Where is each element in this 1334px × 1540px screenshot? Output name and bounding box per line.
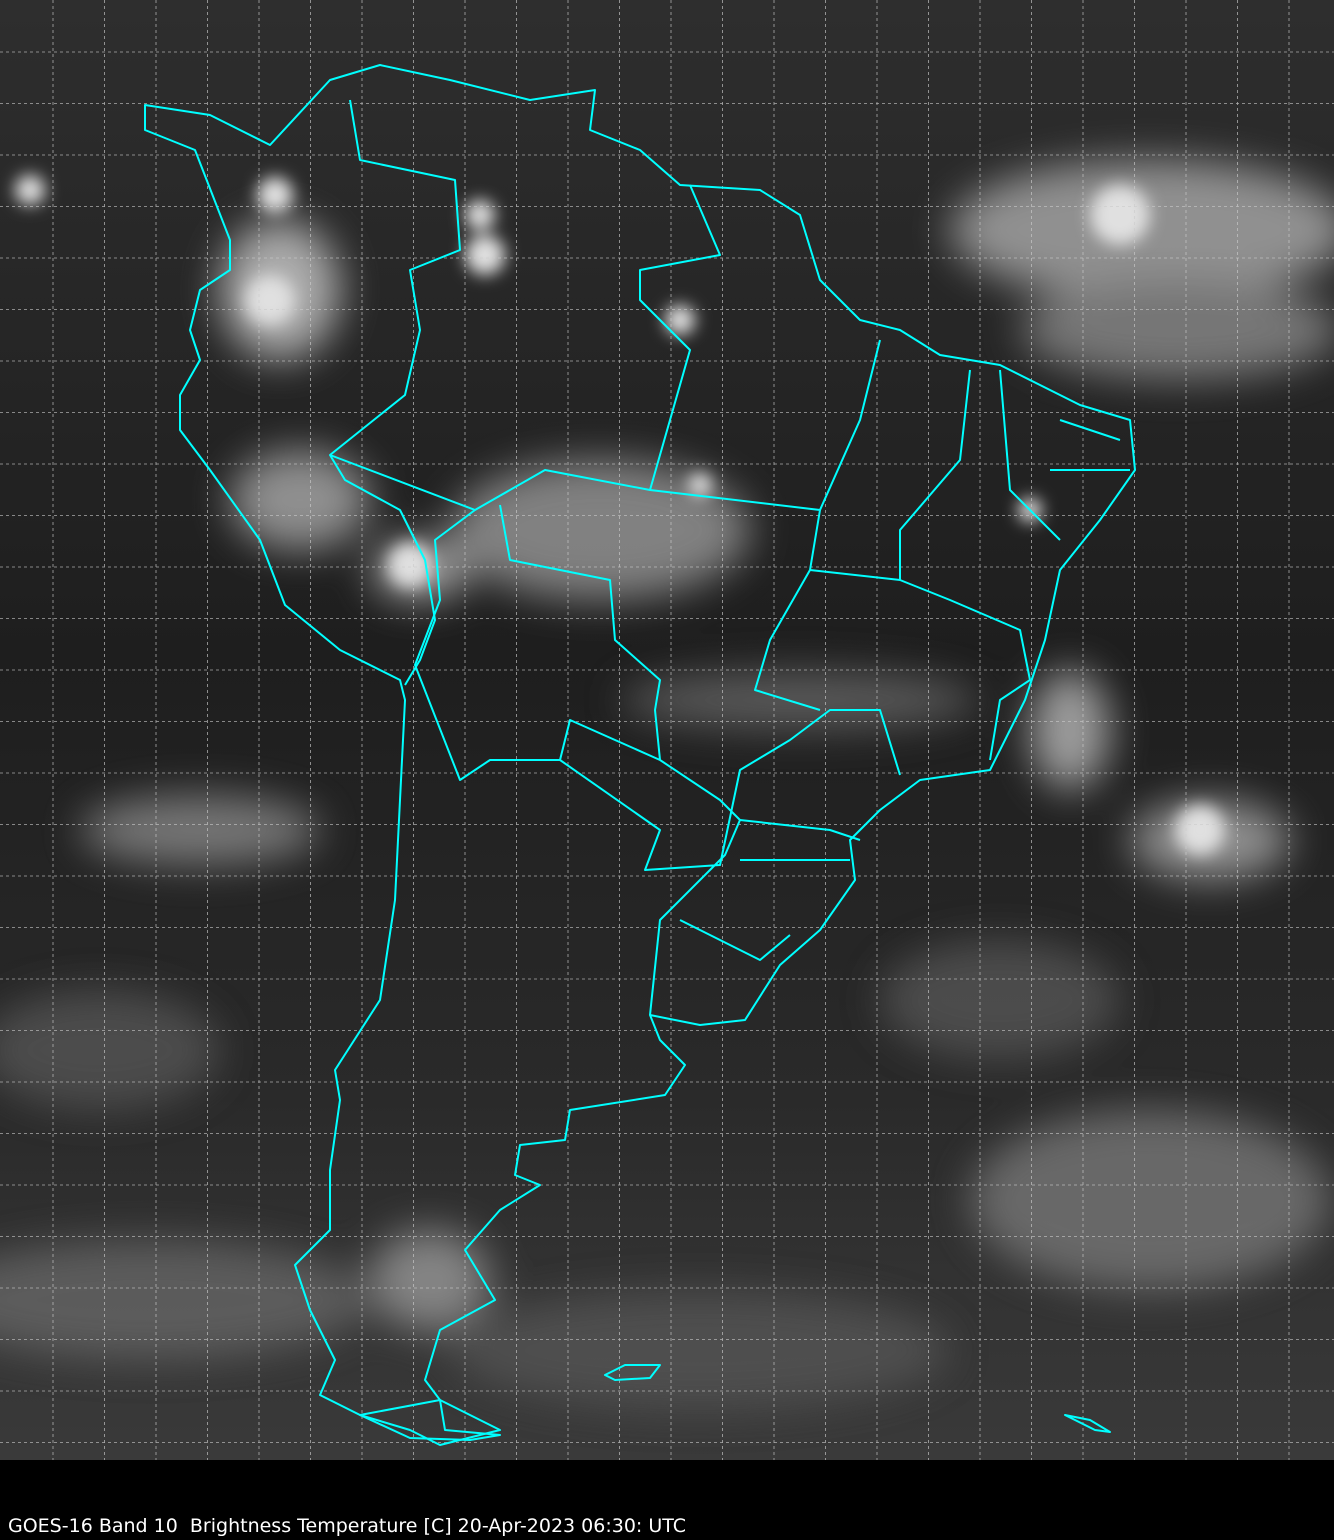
andes-border bbox=[329, 99, 461, 686]
lat-lon-grid bbox=[0, 0, 1334, 1460]
satellite-map bbox=[0, 0, 1334, 1460]
country-borders bbox=[144, 64, 1136, 1446]
tierra-del-fuego bbox=[359, 1399, 501, 1441]
brazil-border bbox=[329, 184, 901, 1016]
image-caption: GOES-16 Band 10 Brightness Temperature [… bbox=[8, 1515, 687, 1537]
cloud-layer bbox=[0, 160, 1334, 1410]
falkland-islands bbox=[604, 1364, 661, 1381]
continent-outline bbox=[144, 64, 1136, 1446]
brazil-states bbox=[649, 339, 1130, 961]
south-georgia bbox=[1064, 1414, 1111, 1433]
